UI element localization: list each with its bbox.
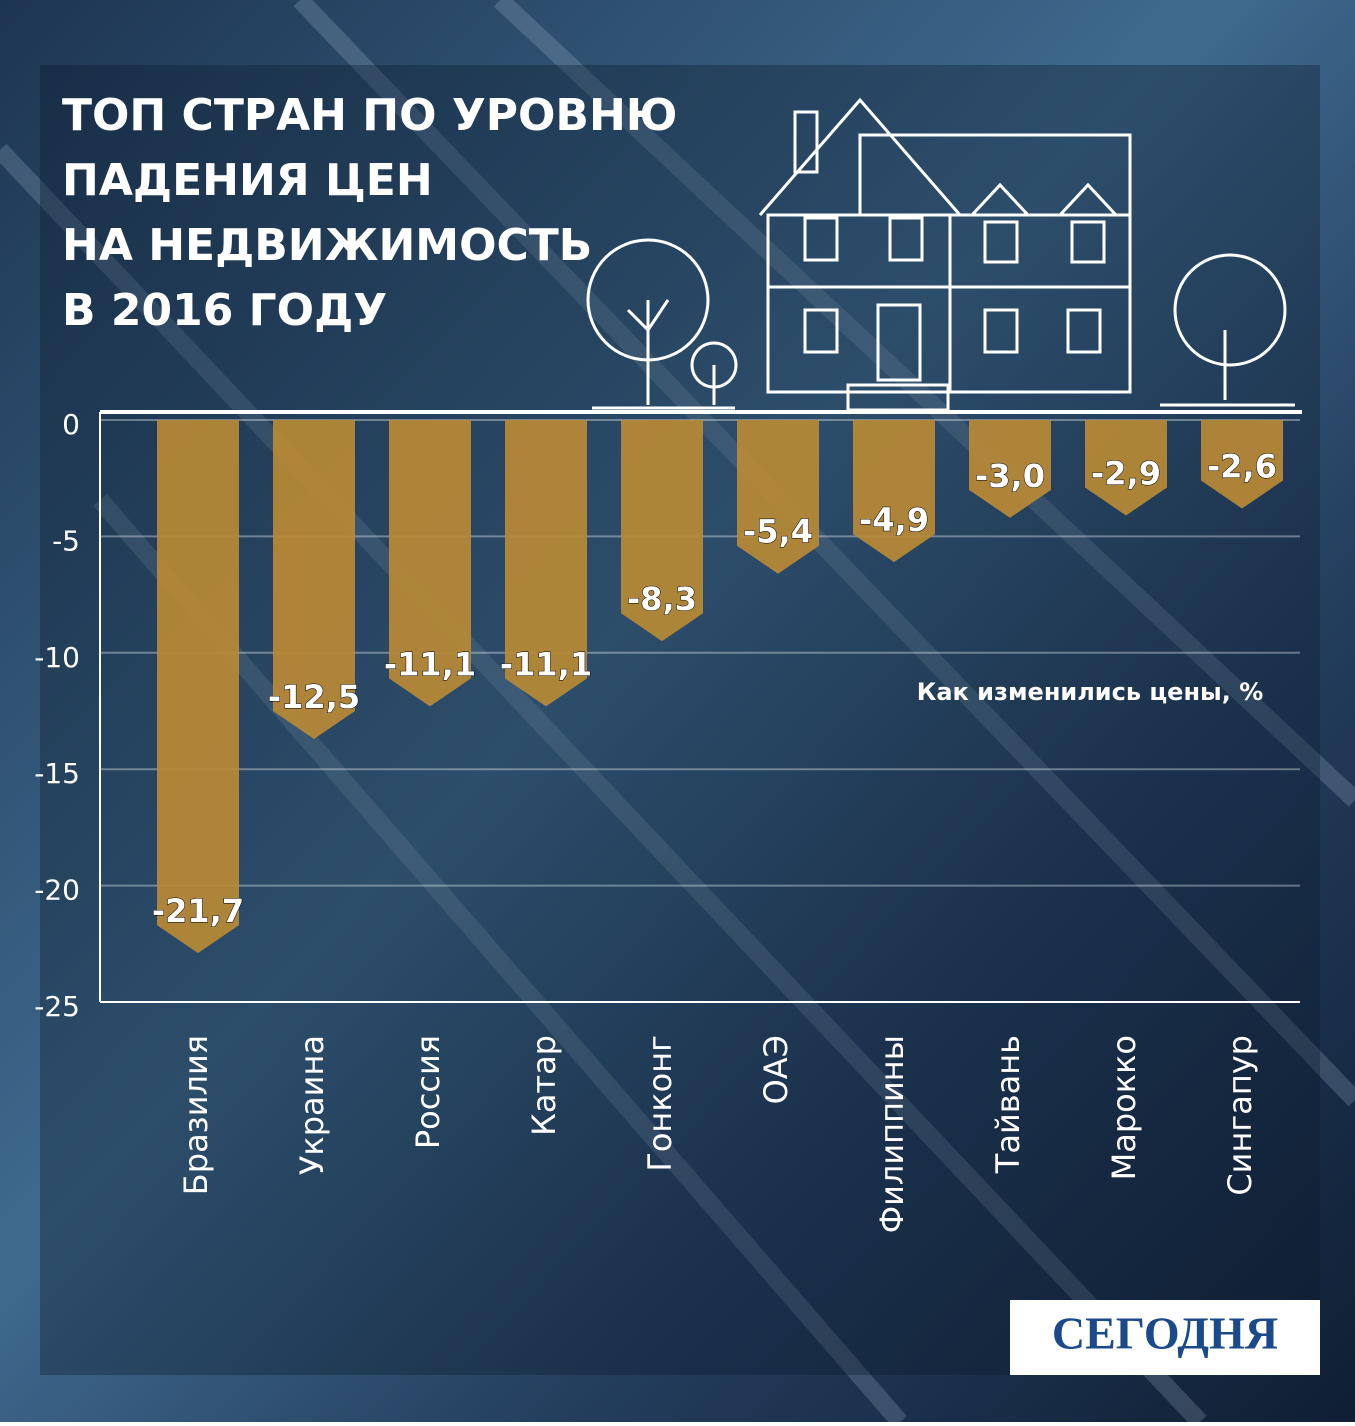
- value-label: -21,7: [152, 892, 244, 930]
- house-illustration: [586, 97, 1295, 412]
- x-tick-label: Гонконг: [641, 1035, 679, 1172]
- x-tick-label: Тайвань: [989, 1035, 1027, 1174]
- annotation: Как изменились цены, %: [917, 678, 1264, 706]
- value-label: -11,1: [384, 645, 476, 683]
- bar: [853, 420, 935, 563]
- x-tick-label: Россия: [409, 1035, 447, 1149]
- value-label: -8,3: [627, 580, 697, 618]
- bar: [737, 420, 819, 574]
- x-tick-label: Марокко: [1105, 1035, 1143, 1180]
- x-tick-label: ОАЭ: [757, 1035, 795, 1104]
- x-tick-label: Бразилия: [177, 1035, 215, 1195]
- bar: [969, 420, 1051, 518]
- value-label: -12,5: [268, 678, 360, 716]
- x-tick-label: Украина: [293, 1035, 331, 1175]
- x-tick-label: Катар: [525, 1035, 563, 1136]
- bar: [1201, 420, 1283, 509]
- bar: [1085, 420, 1167, 516]
- title-line: НА НЕДВИЖИМОСТЬ: [62, 220, 592, 271]
- y-tick-label: -10: [34, 641, 80, 674]
- value-label: -2,9: [1091, 455, 1161, 493]
- x-tick-label: Сингапур: [1221, 1035, 1259, 1196]
- value-label: -4,9: [859, 501, 929, 539]
- title-line: ПАДЕНИЯ ЦЕН: [62, 155, 433, 206]
- y-tick-label: -20: [34, 874, 80, 907]
- y-tick-label: -15: [34, 757, 80, 790]
- y-tick-label: -5: [52, 524, 80, 557]
- logo: СЕГОДНЯ: [1052, 1308, 1278, 1359]
- title-line: ТОП СТРАН ПО УРОВНЮ: [62, 90, 677, 141]
- bar: [273, 420, 355, 739]
- bar: [157, 420, 239, 954]
- value-label: -5,4: [743, 513, 813, 551]
- bar: [621, 420, 703, 642]
- x-tick-label: Филиппины: [873, 1035, 911, 1233]
- bar: [505, 420, 587, 707]
- y-tick-label: -25: [34, 990, 80, 1023]
- bar: [389, 420, 471, 707]
- y-tick-label: 0: [62, 408, 80, 441]
- logo-box: [1010, 1300, 1320, 1375]
- title: ТОП СТРАН ПО УРОВНЮ ПАДЕНИЯ ЦЕН НА НЕДВИ…: [62, 90, 677, 336]
- title-line: В 2016 ГОДУ: [62, 285, 387, 336]
- value-label: -3,0: [975, 457, 1045, 495]
- panel: [40, 65, 1320, 1375]
- value-label: -2,6: [1207, 448, 1277, 486]
- value-label: -11,1: [500, 645, 592, 683]
